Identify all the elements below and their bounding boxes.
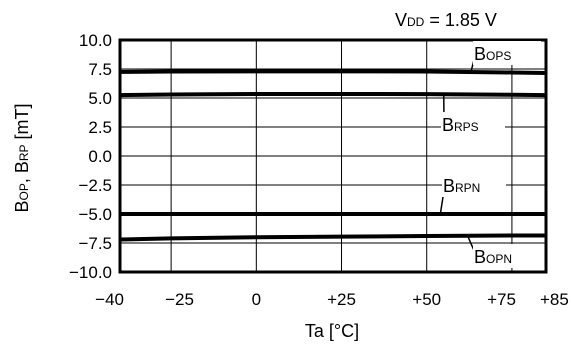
series-label-brps: BRPS — [442, 115, 479, 135]
y-tick-label: −5.0 — [78, 205, 112, 224]
y-tick-label: 0.0 — [88, 147, 112, 166]
label-bg-brpn — [442, 173, 506, 197]
x-tick-label: 0 — [252, 290, 261, 309]
x-axis-title: Ta [°C] — [305, 321, 359, 341]
series-lines — [119, 69, 547, 242]
y-tick-label: 10.0 — [79, 31, 112, 50]
x-tick-labels: −40 −25 0 +25 +50 +75 +85 — [95, 290, 569, 309]
y-axis-title: BOP, BRP [mT] — [12, 103, 32, 212]
x-tick-label: +75 — [487, 290, 516, 309]
series-label-brpn: BRPN — [443, 176, 480, 196]
x-tick-label: −40 — [95, 290, 124, 309]
series-line-bops — [119, 69, 547, 76]
label-bg-bops — [473, 41, 541, 65]
y-tick-label: −10.0 — [69, 263, 112, 282]
y-tick-labels: 10.0 7.5 5.0 2.5 0.0 −2.5 −5.0 −7.5 −10.0 — [69, 31, 112, 282]
y-tick-label: 5.0 — [88, 89, 112, 108]
series-line-bopn — [119, 233, 546, 242]
y-tick-label: −2.5 — [78, 176, 112, 195]
series-labels: BOPS BRPS BRPN BOPN — [439, 41, 541, 268]
series-line-brps — [119, 91, 547, 98]
x-tick-label: −25 — [165, 290, 194, 309]
vdd-annotation: VDD = 1.85 V — [395, 10, 497, 30]
label-bg-bopn — [473, 244, 537, 268]
x-tick-label: +50 — [412, 290, 441, 309]
x-tick-label: +25 — [327, 290, 356, 309]
label-bg-brps — [441, 112, 505, 136]
y-tick-label: 2.5 — [88, 118, 112, 137]
y-tick-label: 7.5 — [88, 60, 112, 79]
series-label-bopn: BOPN — [474, 247, 512, 267]
series-label-bops: BOPS — [474, 44, 511, 64]
y-tick-label: −7.5 — [78, 234, 112, 253]
x-tick-label: +85 — [540, 290, 569, 309]
plot-frame — [118, 38, 548, 274]
